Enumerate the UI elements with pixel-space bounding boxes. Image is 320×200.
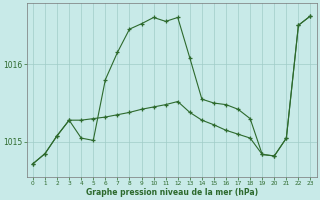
X-axis label: Graphe pression niveau de la mer (hPa): Graphe pression niveau de la mer (hPa) (86, 188, 258, 197)
